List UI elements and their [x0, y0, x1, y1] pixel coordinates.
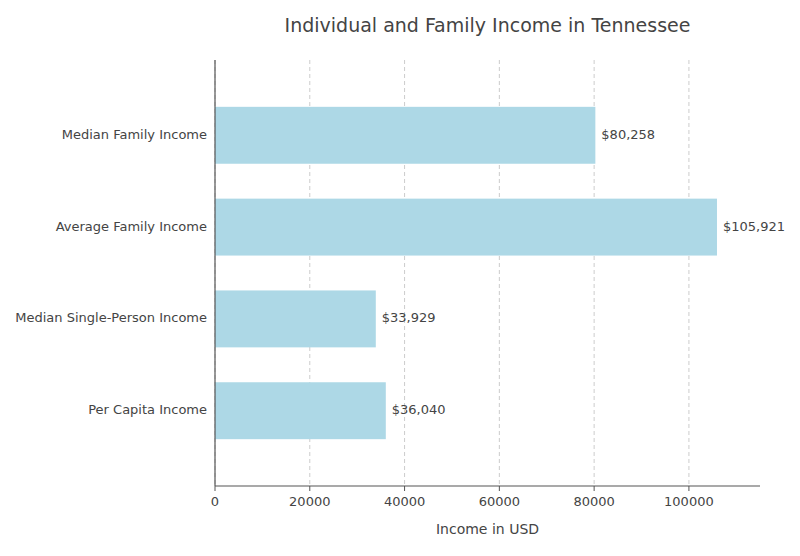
category-labels: Per Capita Income Median Single-Person In…: [15, 127, 207, 417]
data-label: $105,921: [723, 219, 785, 234]
x-axis-label: Income in USD: [436, 521, 539, 537]
x-axis-ticks: 0 20000 40000 60000 80000 100000: [211, 486, 714, 509]
chart-container: Individual and Family Income in Tennesse…: [0, 0, 800, 556]
category-label: Average Family Income: [56, 219, 207, 234]
x-axis-line: [215, 485, 760, 486]
data-label: $36,040: [392, 402, 446, 417]
category-label: Median Single-Person Income: [15, 310, 207, 325]
grid: [215, 60, 689, 486]
title: Individual and Family Income in Tennesse…: [285, 14, 691, 36]
bar: [215, 199, 717, 256]
tick-label: 100000: [664, 494, 714, 509]
data-label: $80,258: [601, 127, 655, 142]
tick-label: 80000: [573, 494, 614, 509]
tick-label: 60000: [479, 494, 520, 509]
bar: [215, 382, 386, 439]
bar: [215, 107, 595, 164]
tick-mark: [404, 486, 405, 491]
tick-mark: [688, 486, 689, 491]
chart: Individual and Family Income in Tennesse…: [0, 0, 800, 556]
category-label: Per Capita Income: [88, 402, 207, 417]
tick-mark: [215, 486, 216, 491]
tick-label: 40000: [384, 494, 425, 509]
grid-line: [688, 60, 689, 486]
data-label: $33,929: [382, 310, 436, 325]
grid-line: [215, 60, 216, 486]
category-label: Median Family Income: [62, 127, 207, 142]
tick-mark: [499, 486, 500, 491]
bar: [215, 290, 376, 347]
data-labels: $36,040 $33,929 $105,921 $80,258: [382, 127, 785, 417]
tick-mark: [309, 486, 310, 491]
tick-label: 0: [211, 494, 219, 509]
tick-label: 20000: [289, 494, 330, 509]
y-axis-line: [214, 60, 215, 486]
bars: [215, 107, 717, 439]
tick-mark: [594, 486, 595, 491]
